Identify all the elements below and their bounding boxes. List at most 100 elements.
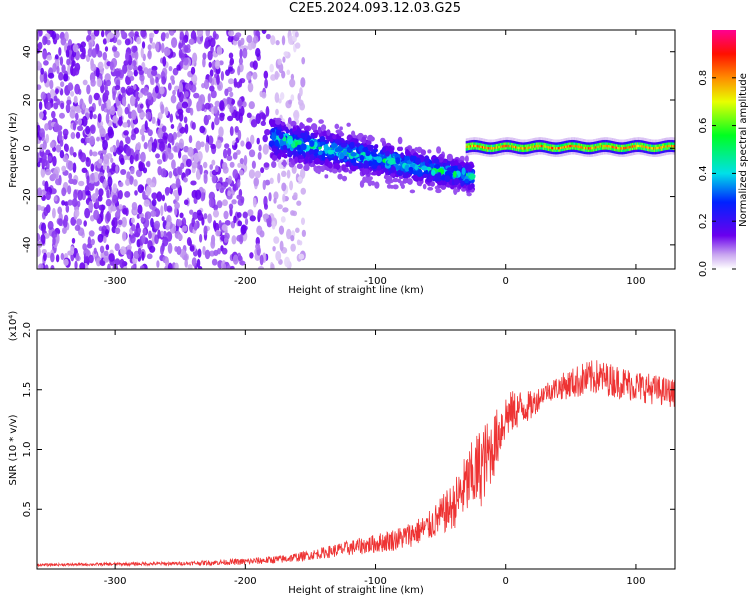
heatmap-cell [178,150,182,159]
heatmap-cell [295,42,301,49]
heatmap-cell [263,70,269,80]
heatmap-cell [77,189,83,201]
heatmap-cell [269,177,274,185]
heatmap-cell [282,136,287,142]
heatmap-cell [268,192,272,202]
heatmap-cell [236,179,241,188]
heatmap-cell [215,182,222,190]
heatmap-cell [270,128,276,133]
heatmap-cell [79,44,84,53]
heatmap-cell [262,213,269,220]
heatmap-cell [107,176,113,188]
heatmap-cell [243,155,248,166]
heatmap-cell [53,95,58,102]
heatmap-cell [72,151,77,158]
heatmap-cell [275,119,281,125]
heatmap-cell [182,225,188,232]
heatmap-cell [467,184,473,191]
heatmap-cell [87,236,92,247]
heatmap-cell [384,150,390,157]
heatmap-cell [263,203,268,210]
heatmap-cell [95,257,102,267]
heatmap-cell [207,50,213,61]
heatmap-cell [280,121,286,126]
heatmap-cell [274,92,280,103]
heatmap-cell [43,72,48,84]
heatmap-cell [323,143,329,151]
heatmap-cell [41,158,48,167]
heatmap-cell [170,183,177,190]
heatmap-cell [118,181,124,188]
heatmap-cell [239,260,246,266]
heatmap-cell [61,187,67,197]
heatmap-cell [90,124,96,135]
heatmap-cell [37,247,41,257]
heatmap-cell [412,171,419,175]
heatmap-cell [236,149,241,155]
heatmap-cell [410,156,416,161]
heatmap-cell [132,84,137,90]
heatmap-cell [199,125,206,134]
heatmap-cell [81,102,86,111]
heatmap-cell [270,121,274,128]
heatmap-cell [81,115,88,127]
heatmap-cell [72,179,78,186]
heatmap-cell [63,214,69,223]
heatmap-cell [140,47,144,58]
heatmap-cell [297,154,304,160]
heatmap-cell [199,233,203,243]
heatmap-cell [248,101,255,110]
heatmap-cell [141,134,146,142]
heatmap-cell [197,248,202,258]
heatmap-cell [52,236,56,246]
heatmap-cell [213,105,218,114]
heatmap-cell [50,265,55,269]
heatmap-cell [104,46,109,52]
heatmap-cell [73,189,78,201]
heatmap-cell [118,93,122,102]
heatmap-cell [62,128,69,137]
heatmap-cell [260,120,266,127]
heatmap-cell [136,142,142,151]
heatmap-cell [52,155,57,167]
heatmap-cell [115,139,120,148]
heatmap-cell [270,263,275,269]
heatmap-cell [49,88,56,99]
heatmap-cell [220,71,225,81]
heatmap-cell [123,155,128,161]
heatmap-cell [248,169,256,179]
heatmap-cell [437,177,442,182]
heatmap-cell [114,227,121,235]
heatmap-cell [278,132,284,140]
heatmap-cell [444,170,451,177]
heatmap-cell [38,111,44,120]
heatmap-cell [391,159,397,165]
heatmap-cell [222,148,228,159]
heatmap-cell [446,167,454,172]
heatmap-cell [341,175,348,182]
heatmap-cell [40,67,45,75]
heatmap-cell [275,250,282,262]
heatmap-cell [207,135,214,146]
heatmap-cell [200,141,205,148]
heatmap-cell [42,50,48,60]
heatmap-cell [105,229,110,235]
heatmap-cell [74,49,81,61]
heatmap-cell [405,149,410,157]
heatmap-cell [176,64,181,71]
heatmap-cell [47,72,55,79]
heatmap-cell [164,48,171,56]
heatmap-cell [331,168,338,174]
heatmap-cell [185,168,190,177]
heatmap-cell [319,135,326,143]
heatmap-cell [173,145,178,153]
heatmap-cell [145,111,152,120]
heatmap-cell [99,260,106,267]
heatmap-cell [466,192,472,197]
heatmap-cell [112,194,118,204]
heatmap-cell [65,48,70,58]
heatmap-cell [339,159,344,164]
heatmap-cell [161,125,167,133]
heatmap-cell [310,132,315,139]
heatmap-cell [124,106,130,115]
